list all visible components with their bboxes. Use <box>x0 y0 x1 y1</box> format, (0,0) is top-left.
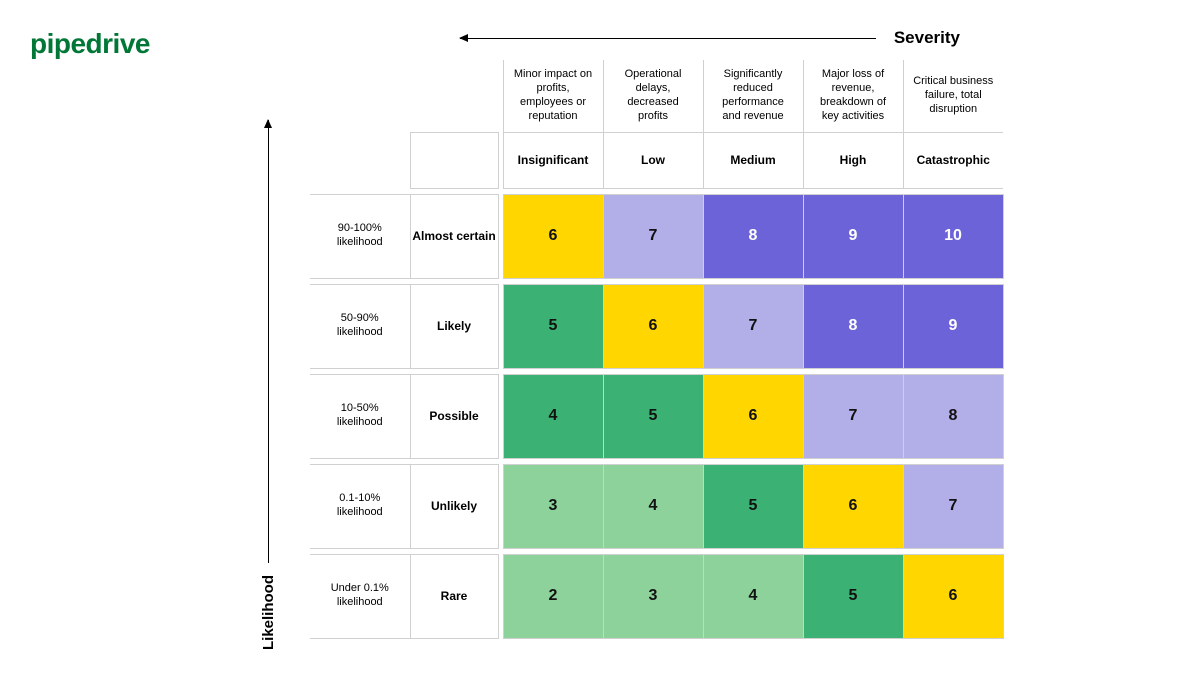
severity-axis: Severity <box>460 28 960 48</box>
risk-cell: 4 <box>703 554 803 638</box>
risk-cell: 5 <box>703 464 803 548</box>
risk-matrix: Minor impact on profits, employees or re… <box>310 60 1004 639</box>
likelihood-axis: Likelihood <box>260 120 277 650</box>
risk-cell: 8 <box>703 194 803 278</box>
likelihood-desc: 90-100% likelihood <box>310 194 410 278</box>
severity-axis-label: Severity <box>894 28 960 48</box>
likelihood-level: Almost certain <box>410 194 498 278</box>
severity-desc: Major loss of revenue, breakdown of key … <box>803 60 903 132</box>
risk-cell: 9 <box>803 194 903 278</box>
severity-level: Insignificant <box>503 132 603 188</box>
severity-level: High <box>803 132 903 188</box>
risk-cell: 6 <box>703 374 803 458</box>
likelihood-level: Unlikely <box>410 464 498 548</box>
likelihood-desc: Under 0.1% likelihood <box>310 554 410 638</box>
risk-cell: 2 <box>503 554 603 638</box>
arrow-left-icon <box>460 38 876 39</box>
risk-cell: 4 <box>503 374 603 458</box>
severity-desc: Significantly reduced performance and re… <box>703 60 803 132</box>
likelihood-desc: 10-50% likelihood <box>310 374 410 458</box>
arrow-up-icon <box>268 120 269 563</box>
severity-desc: Operational delays, decreased profits <box>603 60 703 132</box>
risk-cell: 6 <box>903 554 1003 638</box>
severity-desc: Critical business failure, total disrupt… <box>903 60 1003 132</box>
risk-cell: 10 <box>903 194 1003 278</box>
severity-desc: Minor impact on profits, employees or re… <box>503 60 603 132</box>
risk-cell: 8 <box>803 284 903 368</box>
risk-cell: 3 <box>503 464 603 548</box>
likelihood-level: Possible <box>410 374 498 458</box>
risk-cell: 9 <box>903 284 1003 368</box>
likelihood-desc: 50-90% likelihood <box>310 284 410 368</box>
risk-cell: 8 <box>903 374 1003 458</box>
severity-level: Low <box>603 132 703 188</box>
likelihood-axis-label: Likelihood <box>260 575 277 650</box>
risk-cell: 5 <box>503 284 603 368</box>
risk-cell: 6 <box>503 194 603 278</box>
likelihood-level: Likely <box>410 284 498 368</box>
risk-cell: 7 <box>903 464 1003 548</box>
risk-cell: 7 <box>703 284 803 368</box>
brand-logo: pipedrive <box>30 28 150 60</box>
risk-cell: 5 <box>803 554 903 638</box>
risk-cell: 5 <box>603 374 703 458</box>
severity-level: Catastrophic <box>903 132 1003 188</box>
risk-cell: 6 <box>603 284 703 368</box>
likelihood-level: Rare <box>410 554 498 638</box>
likelihood-desc: 0.1-10% likelihood <box>310 464 410 548</box>
risk-cell: 7 <box>803 374 903 458</box>
severity-level: Medium <box>703 132 803 188</box>
risk-cell: 6 <box>803 464 903 548</box>
risk-cell: 7 <box>603 194 703 278</box>
risk-cell: 3 <box>603 554 703 638</box>
risk-cell: 4 <box>603 464 703 548</box>
